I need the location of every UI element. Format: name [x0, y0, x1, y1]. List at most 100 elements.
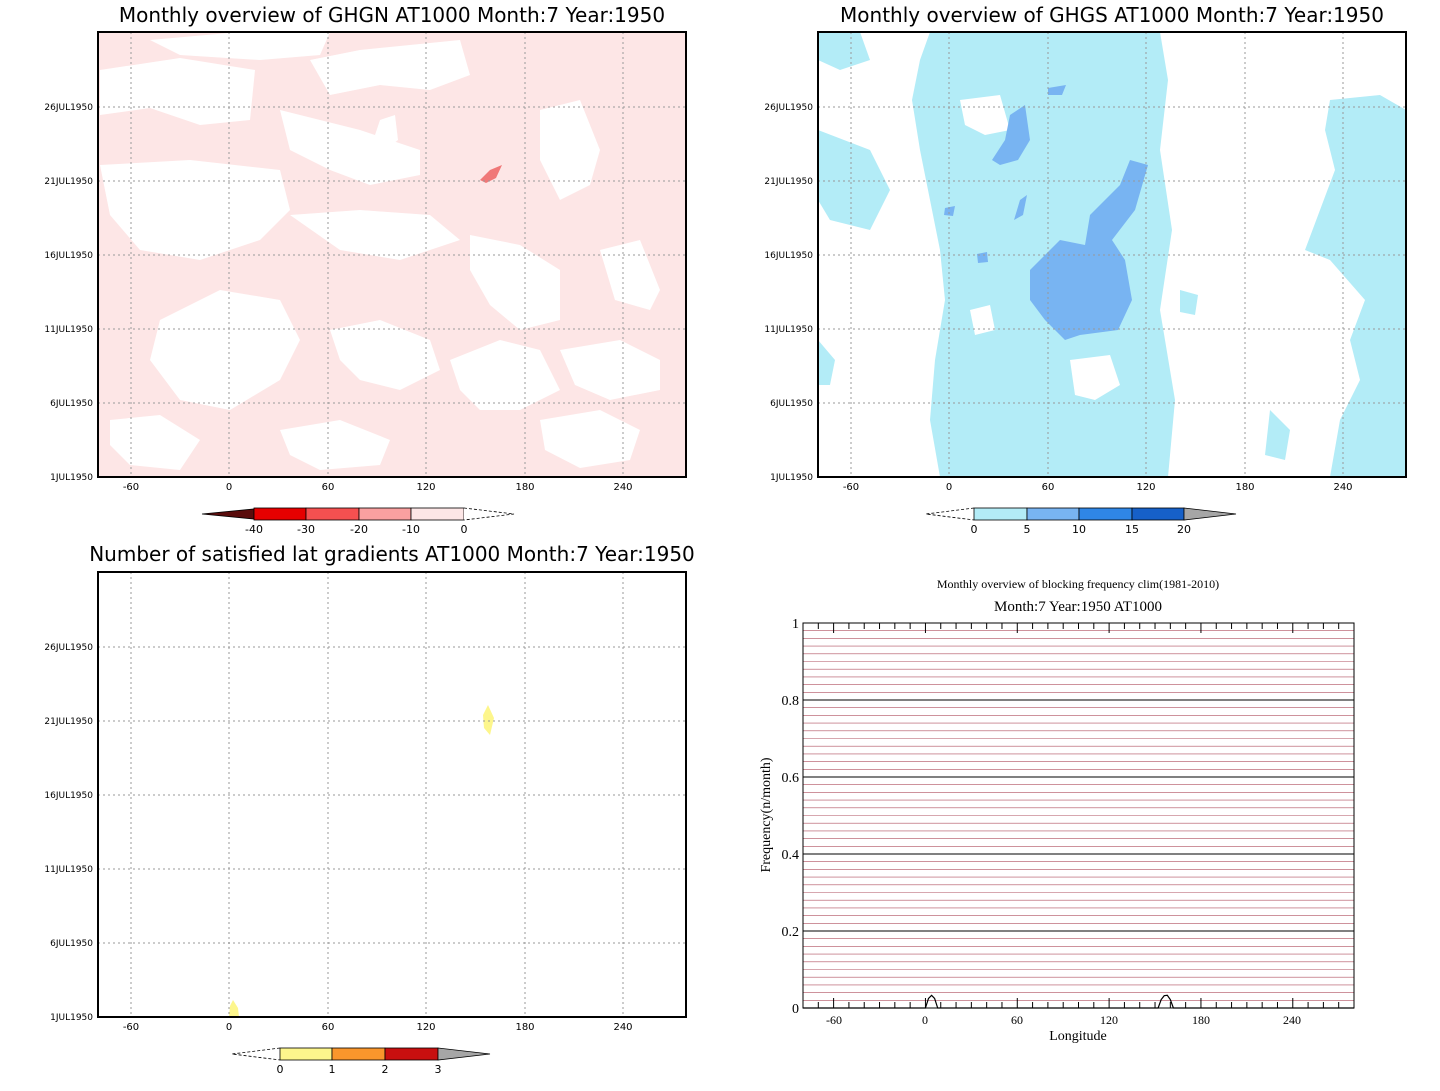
colorbar-swatch: [973, 507, 1028, 521]
colorbar-tick-label: -30: [297, 523, 315, 536]
colorbar-swatch: [305, 507, 360, 521]
y-tick-label: 6JUL1950: [50, 399, 93, 409]
chart-title: Number of satisfied lat gradients AT1000…: [89, 542, 695, 566]
x-tick-labels: -60 0 60 120 180 240: [843, 482, 1353, 493]
colorbar-swatch-under: [231, 1047, 281, 1061]
y-tick-label: 0: [792, 1002, 799, 1017]
contour-region: [150, 290, 300, 410]
y-tick-label: 21JUL1950: [44, 177, 93, 187]
colorbar-tick-label: 1: [329, 1063, 336, 1076]
contour-region: [1048, 85, 1066, 95]
y-tick-labels: 1JUL1950 6JUL1950 11JUL1950 16JUL1950 21…: [44, 643, 93, 1023]
x-tick-label: -60: [826, 1013, 842, 1027]
colorbar-swatch: [1026, 507, 1080, 521]
contour-region: [600, 240, 660, 310]
chart-title: Monthly overview of GHGN AT1000 Month:7 …: [119, 3, 665, 27]
x-tick-label: 180: [1235, 482, 1254, 493]
minor-ticks: [802, 623, 1355, 1008]
x-tick-label: 60: [322, 482, 335, 493]
x-tick-label: 120: [416, 482, 435, 493]
y-tick-label: 16JUL1950: [764, 251, 813, 261]
plot-background: [98, 572, 686, 1017]
colorbar: 0 1 2 3: [231, 1047, 491, 1076]
x-tick-label: 0: [226, 1022, 232, 1033]
colorbar-tick-label: 5: [1024, 523, 1031, 536]
contour-region: [150, 32, 330, 60]
contour-region: [970, 305, 995, 335]
y-tick-label: 0.2: [782, 925, 800, 940]
x-tick-label: -60: [123, 482, 139, 493]
chart-title: Monthly overview of blocking frequency c…: [937, 577, 1219, 591]
y-tick-label: 16JUL1950: [44, 791, 93, 801]
contour-region: [1265, 410, 1290, 460]
colorbar-swatch-over: [463, 507, 515, 521]
y-tick-label: 6JUL1950: [50, 939, 93, 949]
x-tick-label: 0: [922, 1013, 928, 1027]
contour-region: [1070, 355, 1120, 400]
panel-lat-gradients: Number of satisfied lat gradients AT1000…: [44, 542, 694, 1076]
contour-region: [375, 115, 398, 150]
colorbar-tick-label: 0: [461, 523, 468, 536]
x-tick-label: 0: [226, 482, 232, 493]
x-tick-label: 240: [1333, 482, 1352, 493]
x-tick-label: 240: [1283, 1013, 1301, 1027]
y-axis-label: Frequency(n/month): [759, 757, 774, 872]
colorbar-swatch-under: [925, 507, 975, 521]
major-gridlines: [803, 699, 1354, 932]
contour-fills: [100, 32, 660, 470]
chart-subtitle: Month:7 Year:1950 AT1000: [994, 599, 1162, 615]
contour-region-strong: [480, 165, 502, 183]
contour-region: [290, 210, 460, 260]
y-tick-label: 1JUL1950: [770, 473, 813, 483]
colorbar-tick-label: -20: [350, 523, 368, 536]
contour-region: [1180, 290, 1198, 315]
contour-region: [450, 340, 560, 410]
y-tick-label: 26JUL1950: [44, 643, 93, 653]
contour-region: [483, 705, 494, 735]
colorbar-tick-label: 15: [1125, 523, 1139, 536]
colorbar-tick-label: 0: [277, 1063, 284, 1076]
x-tick-label: 0: [946, 482, 952, 493]
contour-region: [560, 340, 660, 400]
colorbar-swatch-over: [1183, 507, 1237, 521]
y-tick-labels: 1JUL1950 6JUL1950 11JUL1950 16JUL1950 21…: [44, 103, 93, 483]
x-tick-label: 120: [1100, 1013, 1118, 1027]
contour-region: [1030, 160, 1148, 340]
colorbar-swatch: [1131, 507, 1185, 521]
x-tick-labels: -60 0 60 120 180 240: [826, 1013, 1301, 1027]
y-tick-label: 26JUL1950: [764, 103, 813, 113]
y-tick-label: 6JUL1950: [770, 399, 813, 409]
y-tick-labels: 0 0.2 0.4 0.6 0.8 1: [782, 617, 800, 1017]
contour-region: [818, 32, 870, 70]
colorbar-swatch: [358, 507, 412, 521]
x-tick-labels: -60 0 60 120 180 240: [123, 1022, 633, 1033]
contour-region: [310, 40, 470, 95]
contour-region: [330, 320, 440, 390]
colorbar-swatch-under: [201, 508, 255, 520]
plot-frame: [97, 571, 687, 1018]
contour-region: [100, 160, 290, 260]
x-axis-label: Longitude: [1049, 1029, 1107, 1044]
colorbar-swatch-over: [437, 1047, 491, 1061]
contour-region: [960, 95, 1010, 135]
x-tick-label: 180: [1192, 1013, 1210, 1027]
plot-frame: [802, 622, 1355, 1009]
y-tick-label: 0.6: [782, 771, 800, 786]
x-tick-label: 60: [1011, 1013, 1023, 1027]
colorbar: -40 -30 -20 -10 0: [201, 507, 515, 536]
x-tick-label: 120: [1136, 482, 1155, 493]
x-tick-label: 120: [416, 1022, 435, 1033]
y-tick-label: 16JUL1950: [44, 251, 93, 261]
colorbar-tick-label: -40: [245, 523, 263, 536]
panel-blocking-frequency: Monthly overview of blocking frequency c…: [759, 577, 1355, 1044]
y-tick-label: 11JUL1950: [44, 865, 93, 875]
colorbar-swatch: [384, 1047, 439, 1061]
x-tick-label: 240: [613, 482, 632, 493]
contour-region: [280, 420, 390, 470]
contour-region: [992, 105, 1030, 165]
x-tick-label: 240: [613, 1022, 632, 1033]
contour-region: [1014, 195, 1027, 220]
colorbar-tick-label: 10: [1072, 523, 1086, 536]
y-tick-label: 0.4: [782, 848, 800, 863]
